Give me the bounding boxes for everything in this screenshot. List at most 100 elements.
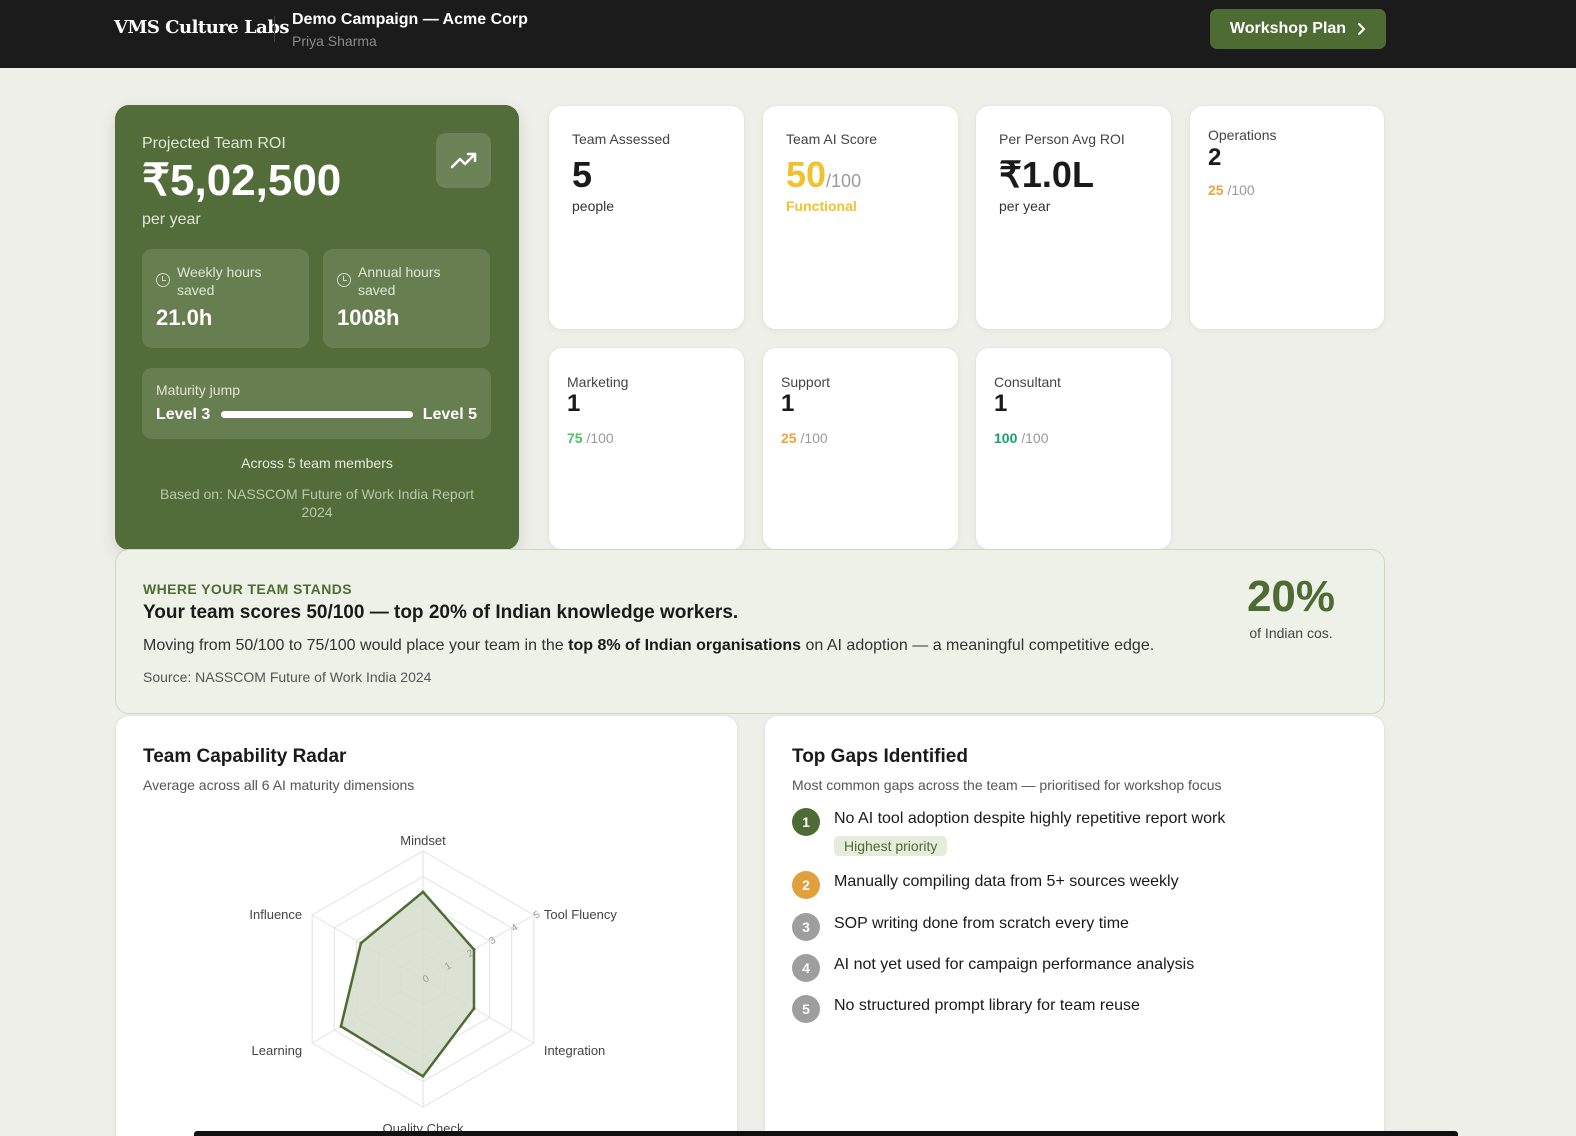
- dept-score: 25 /100: [1208, 182, 1255, 198]
- dept-name: Consultant: [994, 374, 1061, 390]
- roi-label: Projected Team ROI: [142, 135, 286, 152]
- team-standing-banner: WHERE YOUR TEAM STANDS Your team scores …: [115, 549, 1385, 714]
- top-bar: VMS Culture Labs Demo Campaign — Acme Co…: [0, 0, 1576, 68]
- radar-tick-label: 3: [488, 935, 499, 948]
- highest-priority-badge: Highest priority: [834, 836, 948, 856]
- weekly-hours-label: Weekly hours saved: [177, 264, 262, 298]
- radar-point: [472, 948, 476, 952]
- workshop-plan-label: Workshop Plan: [1229, 20, 1347, 37]
- gap-number: 3: [792, 913, 820, 941]
- gap-number: 2: [792, 871, 820, 899]
- dept-count: 1: [567, 390, 581, 417]
- standing-headline: Your team scores 50/100 — top 20% of Ind…: [143, 602, 739, 623]
- weekly-hours-tile: Weekly hours saved 21.0h: [142, 249, 309, 348]
- clock-icon: [156, 273, 170, 287]
- gap-item[interactable]: 4 AI not yet used for campaign performan…: [792, 954, 1194, 982]
- maturity-to: Level 5: [422, 406, 477, 423]
- dept-name: Support: [781, 374, 831, 390]
- maturity-from: Level 3: [156, 406, 211, 423]
- gap-number: 5: [792, 995, 820, 1023]
- brand-logo[interactable]: VMS Culture Labs: [114, 17, 290, 38]
- radar-point: [472, 1006, 476, 1010]
- stat-value: 50/100: [786, 154, 861, 196]
- radar-tick-label: 1: [443, 960, 454, 973]
- radar-point: [421, 1074, 425, 1078]
- radar-tick-label: 0: [421, 973, 432, 986]
- trending-up-icon: [436, 133, 491, 188]
- radar-point: [359, 941, 363, 945]
- roi-source: Based on: NASSCOM Future of Work India R…: [159, 486, 475, 520]
- radar-point: [421, 890, 425, 894]
- dept-score: 100 /100: [994, 430, 1049, 446]
- radar-axis-label: Tool Fluency: [544, 907, 617, 922]
- ai-score-denominator: /100: [826, 171, 862, 191]
- dept-count: 2: [1208, 144, 1222, 171]
- radar-tick-label: 2: [465, 947, 476, 960]
- bottom-scroll-edge: [194, 1131, 1458, 1136]
- stat-sub: per year: [999, 198, 1051, 214]
- dept-name: Operations: [1208, 127, 1277, 143]
- gap-text: Manually compiling data from 5+ sources …: [834, 873, 1179, 890]
- radar-tick-label: 4: [510, 922, 521, 935]
- stat-value: 5: [572, 154, 593, 195]
- chevron-right-icon: [1358, 23, 1366, 35]
- stat-sub: Functional: [786, 198, 857, 214]
- roi-unit: per year: [142, 211, 201, 228]
- standing-kicker: WHERE YOUR TEAM STANDS: [143, 581, 352, 597]
- radar-title: Team Capability Radar: [143, 746, 347, 767]
- gaps-title: Top Gaps Identified: [792, 746, 968, 767]
- stat-card-team-assessed: Team Assessed 5 people: [548, 105, 745, 330]
- standing-percent: 20%: [1246, 572, 1336, 621]
- gaps-subtitle: Most common gaps across the team — prior…: [792, 777, 1222, 793]
- dept-name: Marketing: [567, 374, 629, 390]
- dept-card-marketing[interactable]: Marketing 1 75 /100: [548, 347, 745, 550]
- maturity-jump-tile: Maturity jump Level 3 Level 5: [142, 368, 491, 439]
- annual-hours-tile: Annual hours saved 1008h: [323, 249, 490, 348]
- dept-score: 25 /100: [781, 430, 828, 446]
- campaign-user: Priya Sharma: [292, 33, 377, 49]
- ai-score-value: 50: [786, 154, 827, 195]
- header-divider: [274, 16, 275, 42]
- gap-item[interactable]: 2 Manually compiling data from 5+ source…: [792, 871, 1179, 899]
- stat-card-team-ai-score: Team AI Score 50/100 Functional: [762, 105, 959, 330]
- gap-text: No AI tool adoption despite highly repet…: [834, 810, 1226, 827]
- gap-text: AI not yet used for campaign performance…: [834, 956, 1195, 973]
- campaign-title: Demo Campaign — Acme Corp: [292, 11, 528, 28]
- dept-card-consultant[interactable]: Consultant 1 100 /100: [975, 347, 1172, 550]
- top-gaps-card: Top Gaps Identified Most common gaps acr…: [764, 715, 1385, 1136]
- dept-card-support[interactable]: Support 1 25 /100: [762, 347, 959, 550]
- annual-hours-value: 1008h: [337, 305, 400, 330]
- roi-card: Projected Team ROI ₹5,02,500 per year We…: [115, 105, 519, 550]
- standing-percent-caption: of Indian cos.: [1249, 625, 1333, 641]
- radar-point: [339, 1024, 343, 1028]
- gap-item[interactable]: 5 No structured prompt library for team …: [792, 995, 1140, 1023]
- gap-text: SOP writing done from scratch every time: [834, 915, 1129, 932]
- radar-axis-label: Learning: [252, 1043, 303, 1058]
- radar-axis-label: Mindset: [400, 833, 446, 848]
- stat-label: Team Assessed: [572, 131, 671, 147]
- weekly-hours-value: 21.0h: [156, 305, 213, 330]
- radar-axis-label: Influence: [249, 907, 302, 922]
- radar-tick-label: 5: [532, 909, 543, 922]
- radar-subtitle: Average across all 6 AI maturity dimensi…: [143, 777, 415, 793]
- gap-item[interactable]: 3 SOP writing done from scratch every ti…: [792, 913, 1129, 941]
- dept-score: 75 /100: [567, 430, 614, 446]
- standing-body: Moving from 50/100 to 75/100 would place…: [143, 637, 1155, 654]
- stat-label: Team AI Score: [786, 131, 878, 147]
- gap-item[interactable]: 1 No AI tool adoption despite highly rep…: [792, 808, 1225, 856]
- workshop-plan-button[interactable]: Workshop Plan: [1210, 9, 1386, 49]
- clock-icon: [337, 273, 351, 287]
- standing-source: Source: NASSCOM Future of Work India 202…: [143, 669, 432, 685]
- radar-card: Team Capability Radar Average across all…: [115, 715, 738, 1136]
- gap-number: 1: [792, 808, 820, 836]
- roi-members: Across 5 team members: [241, 455, 393, 471]
- dept-card-operations[interactable]: Operations 2 25 /100: [1189, 105, 1385, 330]
- stat-label: Per Person Avg ROI: [999, 131, 1125, 147]
- maturity-label: Maturity jump: [156, 382, 241, 398]
- dept-count: 1: [994, 390, 1008, 417]
- roi-value: ₹5,02,500: [142, 156, 342, 205]
- annual-hours-label: Annual hours saved: [358, 264, 441, 298]
- maturity-progress-bar: [221, 411, 413, 418]
- radar-axis-label: Integration: [544, 1043, 605, 1058]
